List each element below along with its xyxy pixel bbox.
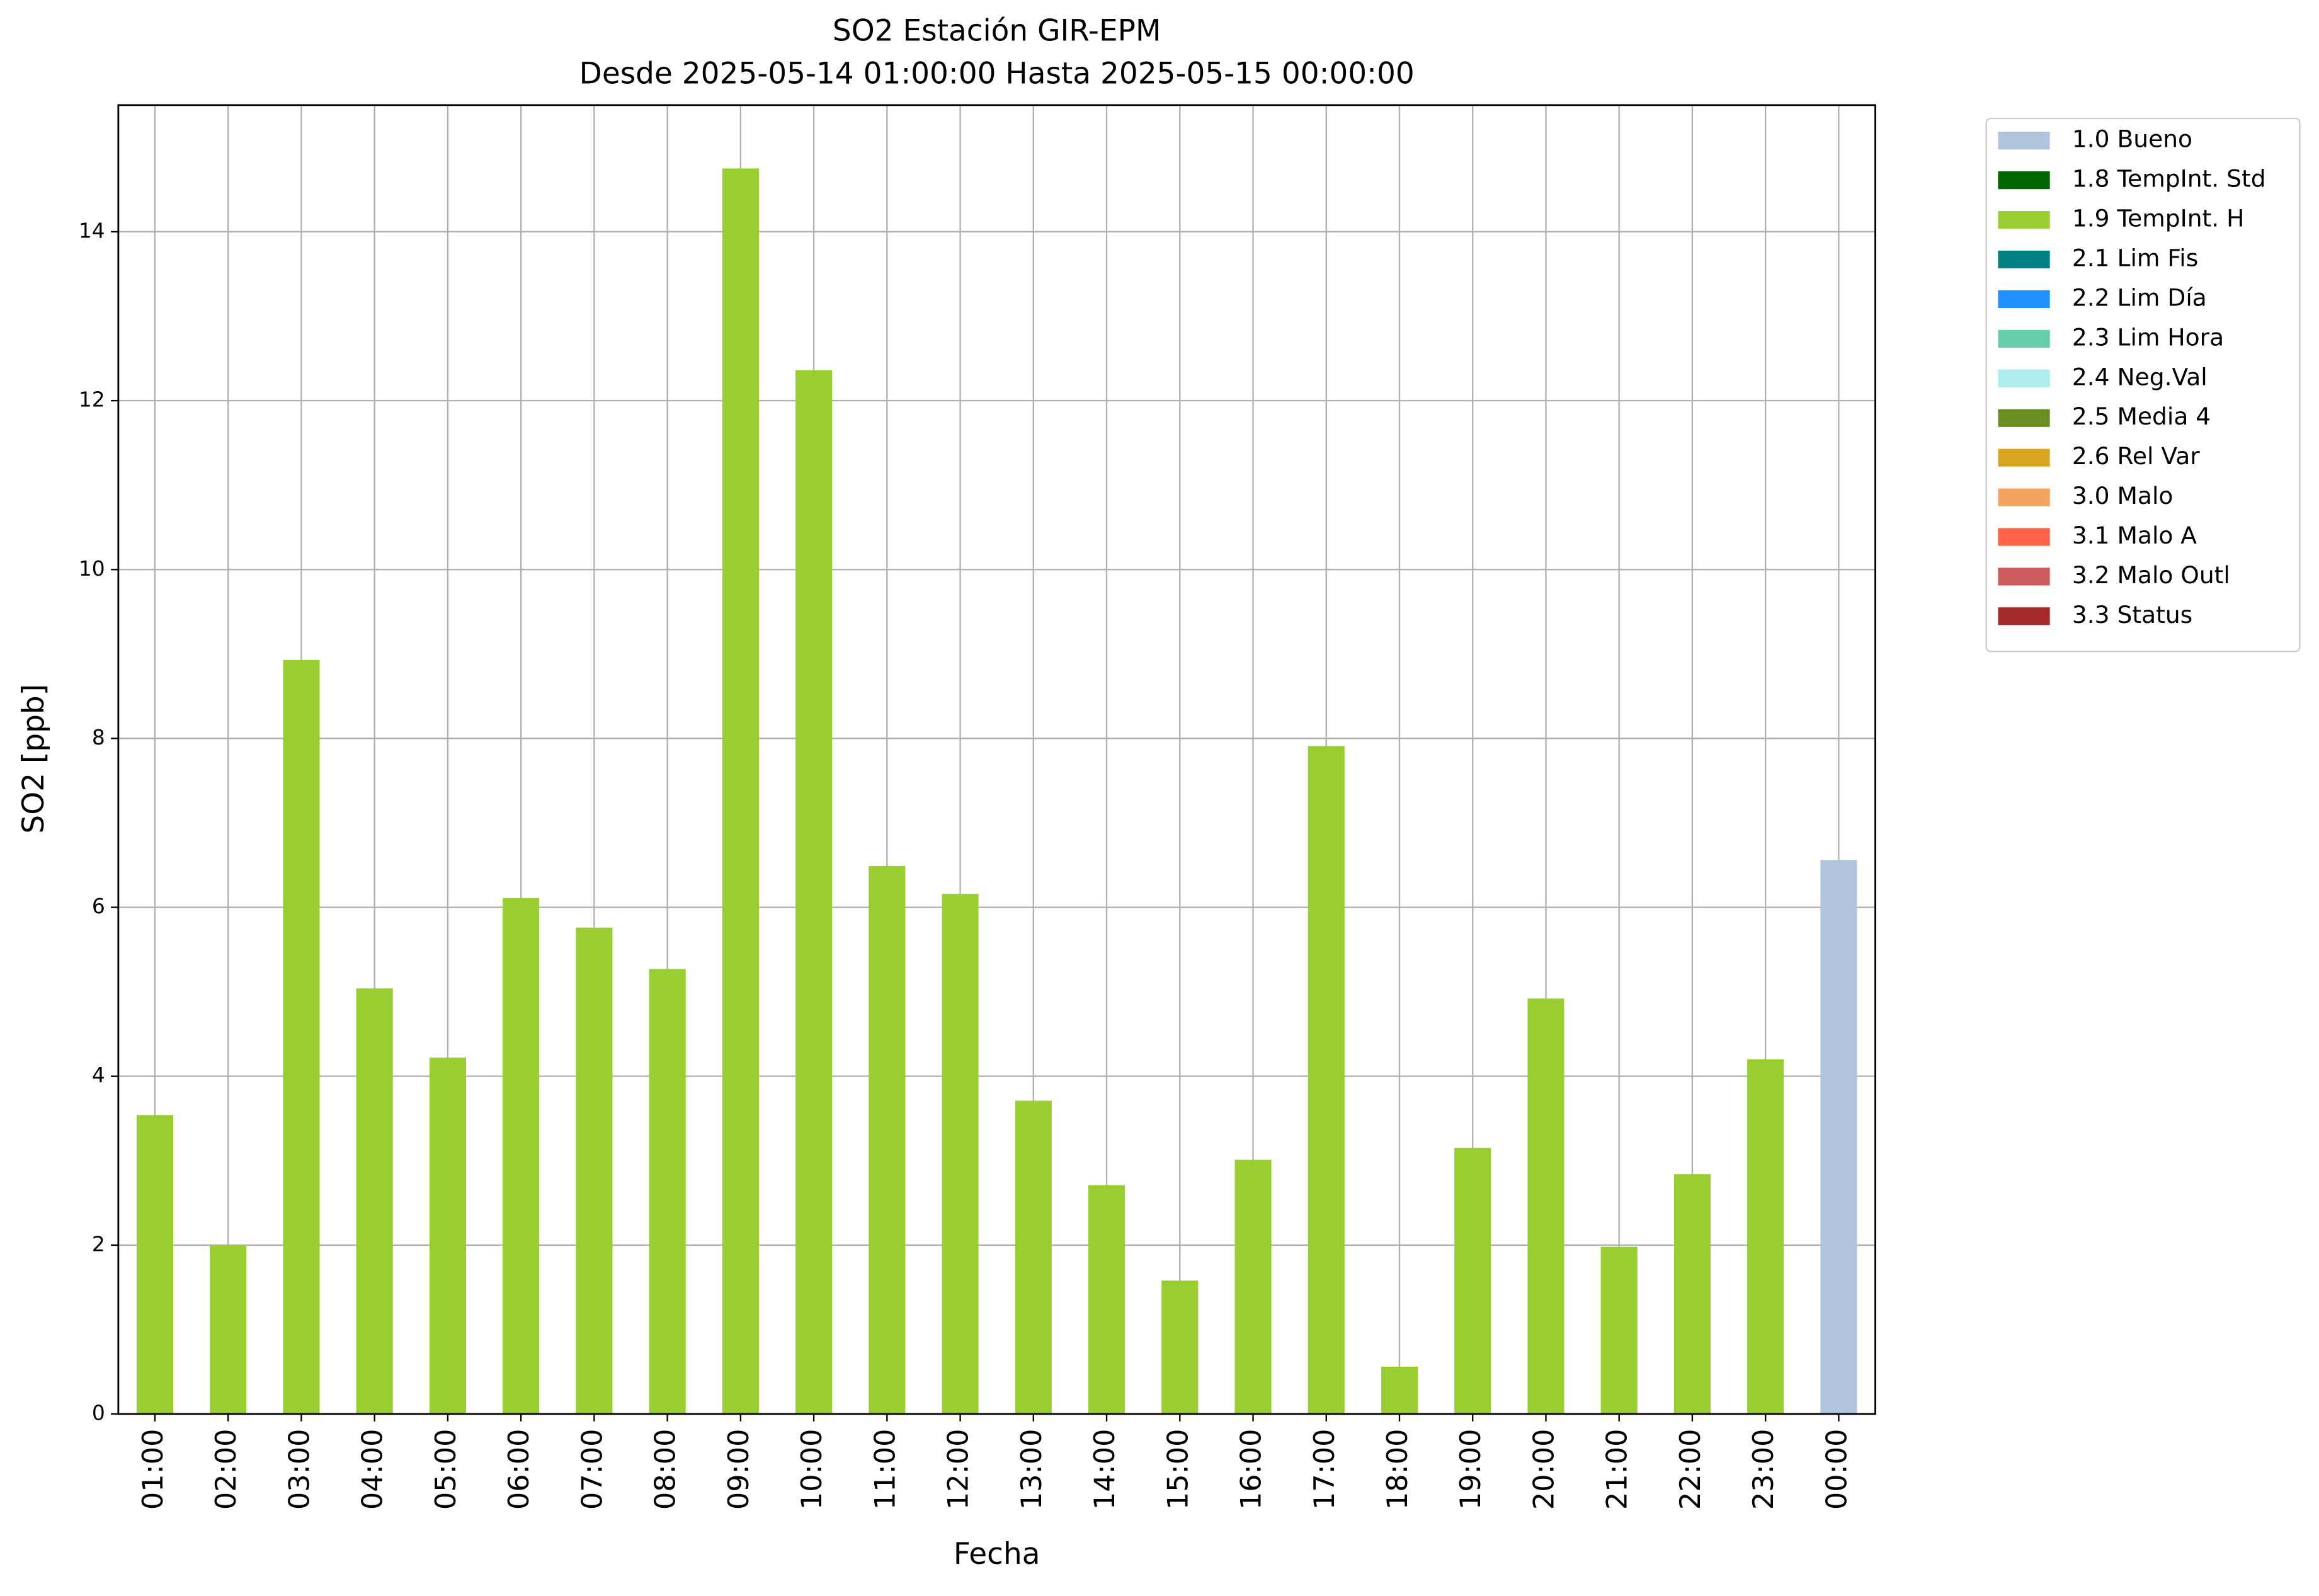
bar (1673, 1174, 1711, 1415)
x-tick-label: 19:00 (1454, 1429, 1487, 1510)
bar (1015, 1100, 1052, 1415)
x-tick-label: 15:00 (1161, 1429, 1194, 1510)
bar (1088, 1185, 1125, 1415)
y-tick-label: 10 (79, 556, 105, 581)
legend-swatch (1998, 210, 2050, 229)
legend-swatch (1998, 132, 2050, 150)
bar (1381, 1366, 1418, 1415)
bars (136, 168, 1857, 1415)
x-tick-label: 16:00 (1235, 1429, 1268, 1510)
legend-label: 2.4 Neg.Val (2072, 363, 2208, 390)
x-tick-label: 12:00 (942, 1429, 975, 1510)
x-tick-label: 23:00 (1747, 1429, 1780, 1510)
bar (503, 898, 540, 1415)
legend-label: 3.2 Malo Outl (2072, 561, 2230, 589)
bar (1234, 1160, 1272, 1415)
legend-label: 1.9 TempInt. H (2072, 205, 2245, 232)
x-tick-label: 22:00 (1674, 1429, 1707, 1510)
bar (210, 1245, 247, 1415)
y-axis-label: SO2 [ppb] (16, 684, 51, 834)
legend-swatch (1998, 567, 2050, 586)
legend-label: 2.5 Media 4 (2072, 402, 2211, 430)
y-tick-label: 6 (92, 894, 105, 918)
legend-swatch (1998, 607, 2050, 625)
legend-swatch (1998, 448, 2050, 467)
x-tick-label: 13:00 (1015, 1429, 1048, 1510)
x-axis-label: Fecha (954, 1537, 1040, 1571)
legend-swatch (1998, 329, 2050, 348)
legend: 1.0 Bueno 1.8 TempInt. Std 1.9 TempInt. H 2… (1985, 117, 2301, 653)
x-tick-label: 20:00 (1527, 1429, 1560, 1510)
x-tick-label: 05:00 (430, 1429, 462, 1510)
y-tick-label: 14 (79, 218, 105, 242)
bar (649, 969, 686, 1415)
bar (356, 988, 393, 1415)
legend-label: 2.6 Rel Var (2072, 442, 2200, 470)
chart-title: SO2 Estación GIR-EPM (833, 13, 1161, 48)
x-tick-label: 21:00 (1601, 1429, 1634, 1510)
x-tick-label: 07:00 (576, 1429, 608, 1510)
bar (1747, 1059, 1784, 1415)
x-tick-label: 11:00 (869, 1429, 901, 1510)
bar (1161, 1280, 1199, 1415)
legend-label: 3.3 Status (2072, 601, 2192, 629)
x-tick-label: 09:00 (722, 1429, 755, 1510)
legend-label: 3.0 Malo (2072, 482, 2174, 510)
legend-swatch (1998, 250, 2050, 269)
x-tick-label: 06:00 (503, 1429, 535, 1510)
legend-label: 2.3 Lim Hora (2072, 323, 2224, 351)
x-tick-label: 14:00 (1088, 1429, 1121, 1510)
x-tick-label: 10:00 (795, 1429, 828, 1510)
bar (1820, 860, 1857, 1415)
x-tick-label: 08:00 (649, 1429, 682, 1510)
legend-label: 1.8 TempInt. Std (2072, 165, 2266, 193)
legend-swatch (1998, 528, 2050, 546)
bar (576, 927, 613, 1415)
bar (869, 865, 906, 1415)
legend-box (1985, 117, 2301, 653)
x-tick-label: 02:00 (210, 1429, 242, 1510)
bar (1527, 998, 1564, 1415)
y-tick-label: 2 (92, 1231, 105, 1256)
bar (1600, 1246, 1638, 1415)
bar (283, 659, 320, 1415)
bar (795, 370, 833, 1415)
legend-label: 3.1 Malo A (2072, 522, 2197, 549)
legend-swatch (1998, 171, 2050, 190)
x-tick-label: 18:00 (1381, 1429, 1414, 1510)
y-tick-label: 0 (92, 1401, 105, 1425)
legend-swatch (1998, 369, 2050, 387)
y-tick-label: 8 (92, 725, 105, 750)
legend-swatch (1998, 290, 2050, 309)
x-tick-label: 01:00 (137, 1429, 169, 1510)
bar (942, 894, 979, 1415)
y-tick-label: 4 (92, 1063, 105, 1087)
bar (429, 1057, 466, 1415)
legend-label: 2.1 Lim Fis (2072, 244, 2198, 272)
bar (1454, 1148, 1491, 1415)
bar (136, 1115, 174, 1415)
chart-subtitle: Desde 2025-05-14 01:00:00 Hasta 2025-05-… (579, 56, 1415, 91)
x-tick-label: 04:00 (356, 1429, 389, 1510)
x-tick-label: 17:00 (1308, 1429, 1341, 1510)
legend-swatch (1998, 488, 2050, 506)
legend-label: 1.0 Bueno (2072, 125, 2192, 153)
axes: 0 2 4 6 8 10 12 14 01:00 02:00 03:00 04:00 05:00 06:0… (79, 104, 1876, 1510)
legend-label: 2.2 Lim Día (2072, 283, 2207, 311)
legend-swatch (1998, 409, 2050, 427)
plot-frame (117, 104, 1876, 1415)
bar (1308, 746, 1345, 1415)
x-tick-label: 03:00 (283, 1429, 316, 1510)
x-tick-label: 00:00 (1820, 1429, 1853, 1510)
bar (722, 168, 759, 1415)
y-tick-label: 12 (79, 387, 105, 412)
